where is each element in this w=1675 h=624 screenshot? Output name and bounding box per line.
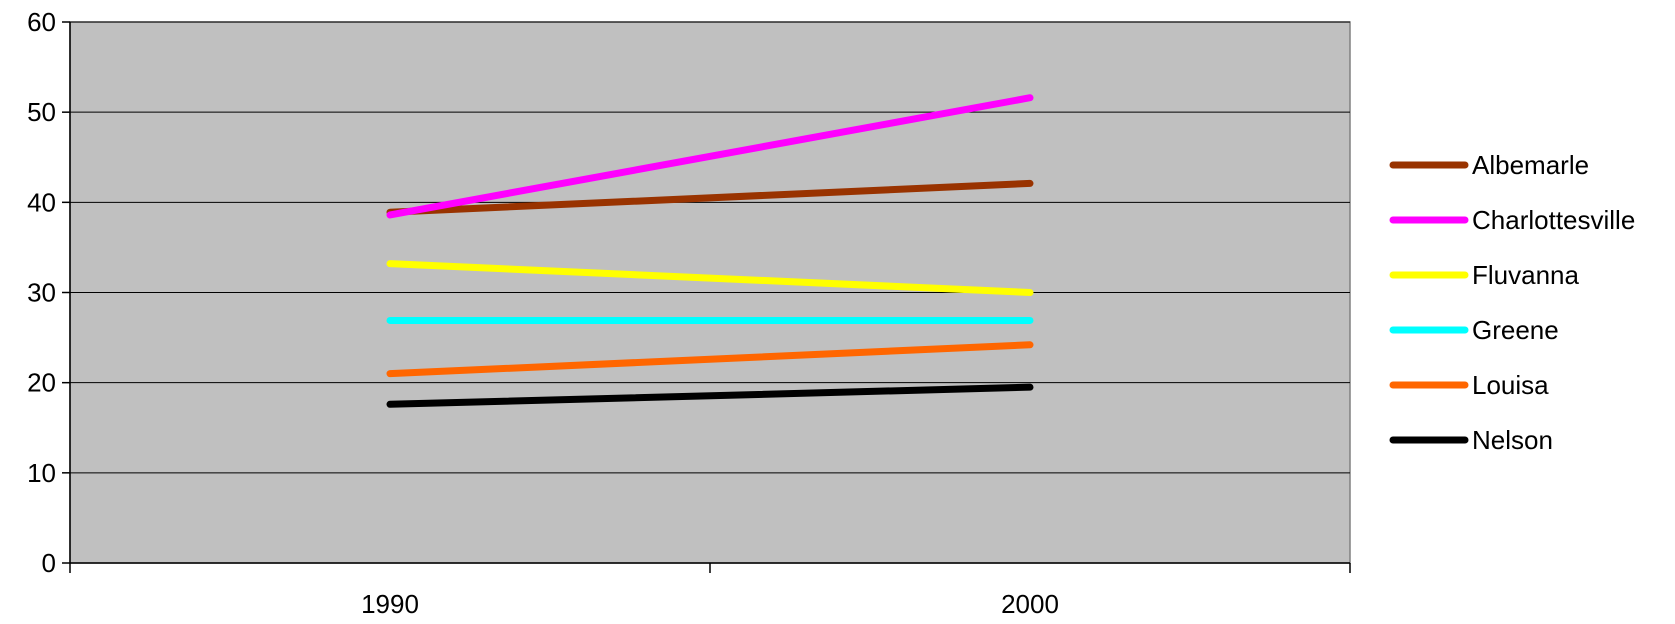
y-tick-label: 20	[27, 368, 56, 398]
x-axis: 1990 2000	[69, 562, 1351, 619]
y-tick-label: 10	[27, 458, 56, 488]
series-line-nelson	[386, 383, 1034, 408]
legend-label-nelson: Nelson	[1472, 425, 1553, 455]
y-tick-label: 60	[27, 7, 56, 37]
x-tick-label: 1990	[361, 589, 419, 619]
legend-label-albemarle: Albemarle	[1472, 150, 1589, 180]
y-tick-label: 50	[27, 97, 56, 127]
legend-label-greene: Greene	[1472, 315, 1559, 345]
series-lines	[386, 94, 1034, 408]
series-line-charlottesville	[386, 94, 1034, 219]
y-axis: 0 10 20 30 40 50 60	[27, 7, 71, 578]
x-tick-label: 2000	[1001, 589, 1059, 619]
series-line-louisa	[386, 341, 1034, 378]
legend-label-fluvanna: Fluvanna	[1472, 260, 1579, 290]
legend-label-louisa: Louisa	[1472, 370, 1549, 400]
series-line-fluvanna	[386, 260, 1034, 296]
plot-area	[69, 21, 1351, 564]
y-tick-label: 0	[42, 548, 56, 578]
series-line-albemarle	[386, 179, 1034, 216]
legend-label-charlottesville: Charlottesville	[1472, 205, 1635, 235]
legend: Albemarle Charlottesville Fluvanna Greene Lo…	[1389, 150, 1635, 455]
y-tick-label: 40	[27, 187, 56, 217]
y-tick-label: 30	[27, 278, 56, 308]
